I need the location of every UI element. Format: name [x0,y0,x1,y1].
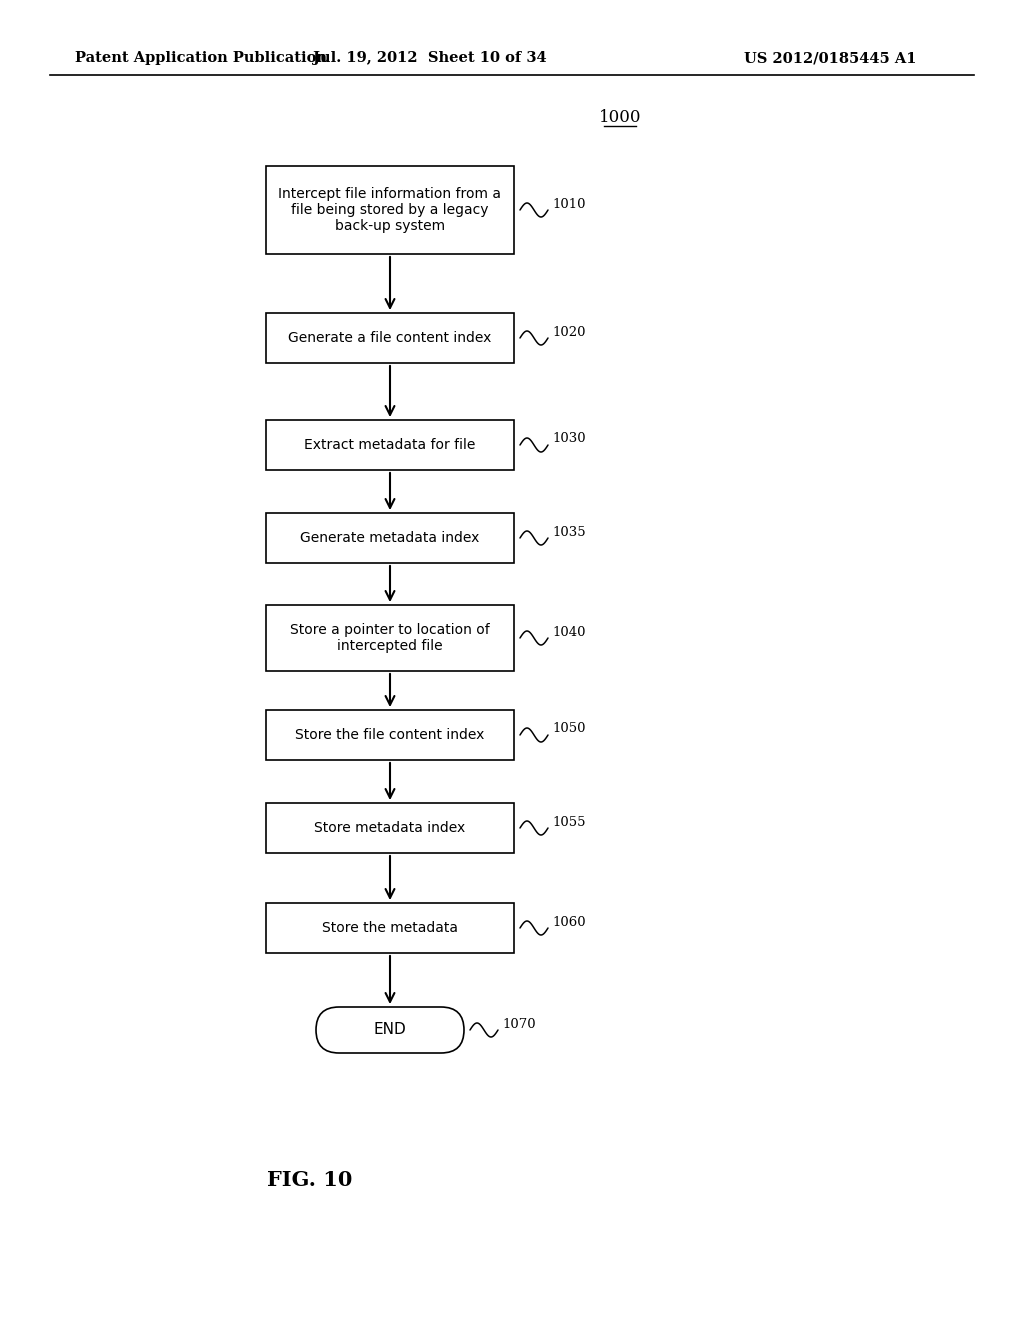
FancyBboxPatch shape [266,903,514,953]
Text: 1060: 1060 [552,916,586,928]
Text: END: END [374,1023,407,1038]
Text: Generate a file content index: Generate a file content index [289,331,492,345]
Text: Jul. 19, 2012  Sheet 10 of 34: Jul. 19, 2012 Sheet 10 of 34 [313,51,547,65]
FancyBboxPatch shape [266,420,514,470]
FancyBboxPatch shape [266,803,514,853]
FancyBboxPatch shape [266,166,514,253]
Text: US 2012/0185445 A1: US 2012/0185445 A1 [743,51,916,65]
Text: 1055: 1055 [552,816,586,829]
Text: Store the file content index: Store the file content index [295,729,484,742]
Text: Patent Application Publication: Patent Application Publication [75,51,327,65]
FancyBboxPatch shape [266,313,514,363]
Text: Extract metadata for file: Extract metadata for file [304,438,476,451]
Text: 1000: 1000 [599,110,641,127]
Text: Generate metadata index: Generate metadata index [300,531,479,545]
FancyBboxPatch shape [266,513,514,564]
FancyBboxPatch shape [316,1007,464,1053]
Text: Store metadata index: Store metadata index [314,821,466,836]
Text: Store the metadata: Store the metadata [322,921,458,935]
Text: 1050: 1050 [552,722,586,735]
Text: Store a pointer to location of
intercepted file: Store a pointer to location of intercept… [290,623,489,653]
FancyBboxPatch shape [266,605,514,671]
Text: Intercept file information from a
file being stored by a legacy
back-up system: Intercept file information from a file b… [279,187,502,234]
Text: 1070: 1070 [502,1018,536,1031]
Text: 1035: 1035 [552,525,586,539]
Text: 1040: 1040 [552,626,586,639]
Text: 1010: 1010 [552,198,586,210]
Text: 1030: 1030 [552,433,586,446]
Text: 1020: 1020 [552,326,586,338]
FancyBboxPatch shape [266,710,514,760]
Text: FIG. 10: FIG. 10 [267,1170,352,1191]
